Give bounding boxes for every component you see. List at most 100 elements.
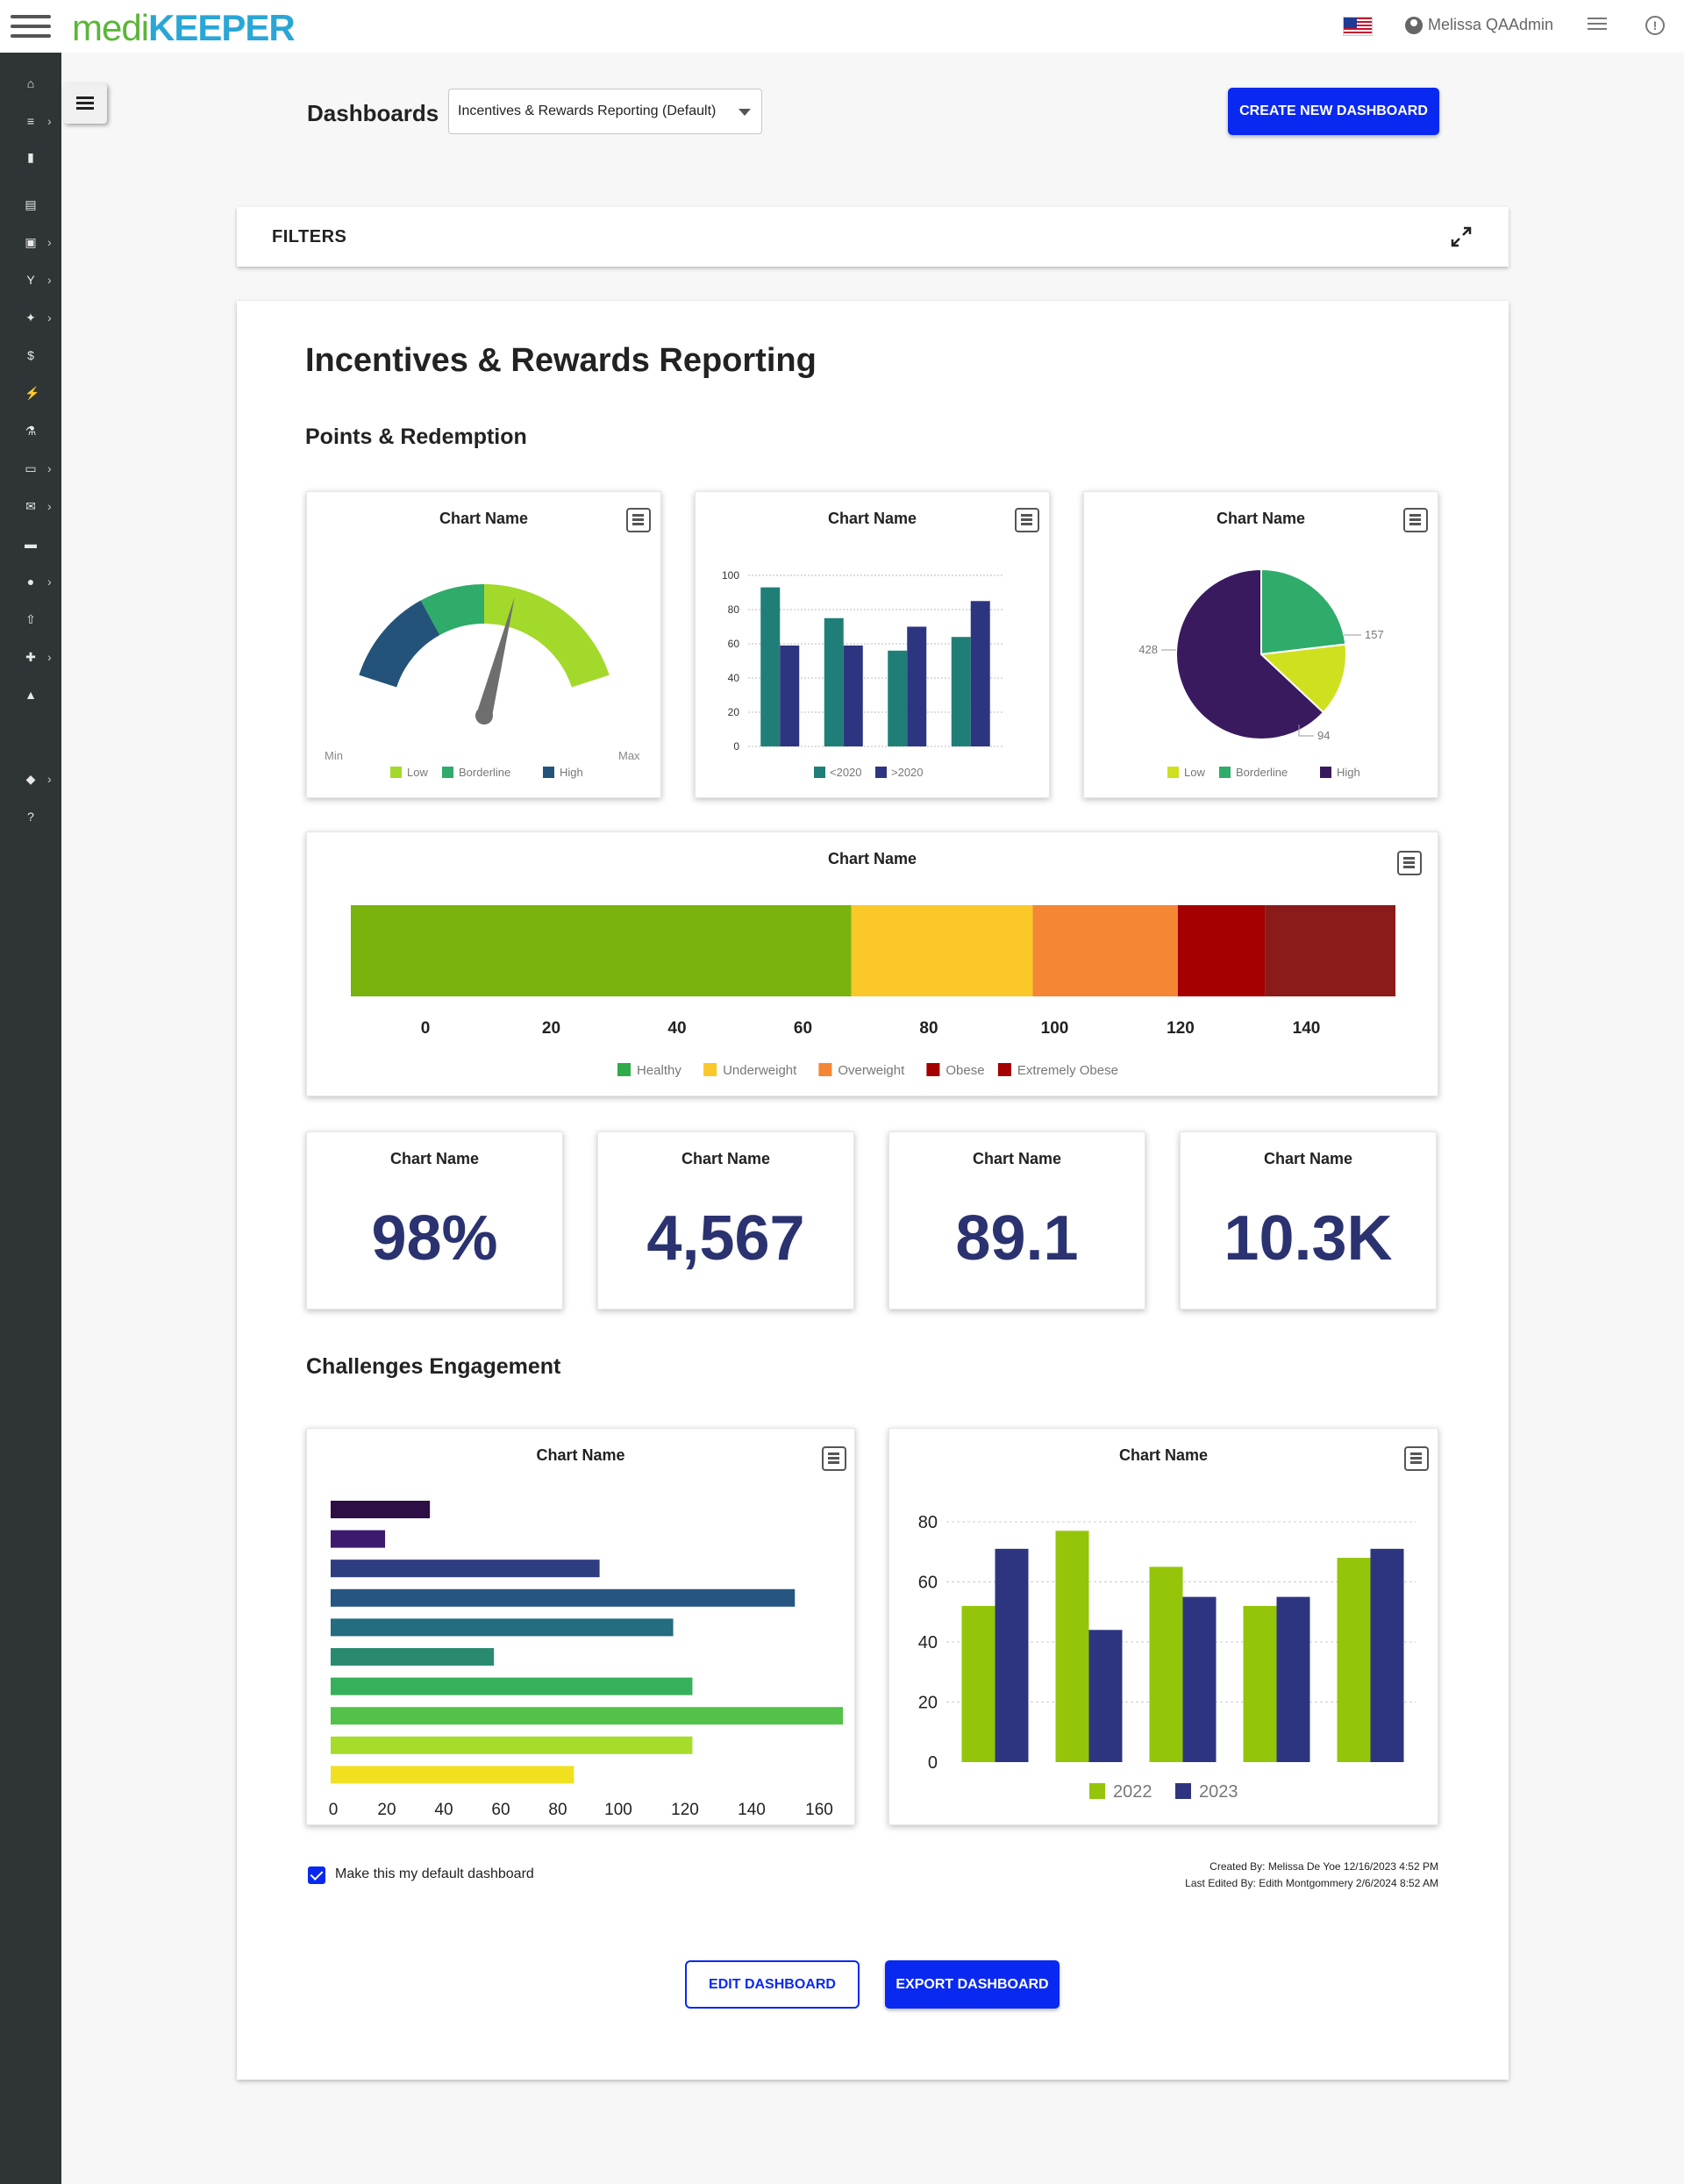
dashboard-select[interactable]: Incentives & Rewards Reporting (Default) xyxy=(448,89,762,134)
chevron-right-icon: › xyxy=(47,499,52,513)
legend-label: Borderline xyxy=(459,766,510,779)
list-icon[interactable] xyxy=(1588,18,1607,33)
sidebar-item[interactable]: ▣ › xyxy=(0,229,61,255)
x-tick-label: 120 xyxy=(671,1801,699,1819)
legend-swatch xyxy=(1167,767,1179,778)
sidebar-item[interactable]: ● › xyxy=(0,568,61,595)
bar-chart-icon: ▮ xyxy=(27,150,34,164)
legend-label: High xyxy=(560,766,583,779)
us-flag-icon[interactable] xyxy=(1343,17,1373,36)
legend-swatch xyxy=(543,767,554,778)
chart-title: Chart Name xyxy=(389,1150,480,1167)
puzzle-icon: ✚ xyxy=(25,650,36,664)
user-name: Melissa QAAdmin xyxy=(1428,16,1554,33)
upload-icon: ⇧ xyxy=(25,612,36,626)
sidebar-item[interactable]: ▮ xyxy=(0,144,61,170)
chevron-right-icon: › xyxy=(47,575,52,589)
sidebar-item[interactable]: ⌂ xyxy=(0,70,61,96)
chevron-right-icon: › xyxy=(47,273,52,287)
default-dashboard-checkbox[interactable] xyxy=(308,1866,325,1884)
legend-swatch xyxy=(1320,767,1331,778)
sidebar-toggle-button[interactable] xyxy=(63,83,107,124)
bar xyxy=(1182,1596,1217,1762)
stacked-bar-chart: 0 20 40 60 80 100 120 140 Healthy Underweight Over… xyxy=(351,905,1395,1078)
chart-menu-icon[interactable] xyxy=(1397,851,1422,875)
sidebar-item[interactable]: ✉ › xyxy=(0,493,61,519)
bar xyxy=(331,1766,574,1784)
legend-label: Low xyxy=(407,766,428,779)
chart-menu-icon[interactable] xyxy=(626,508,651,532)
sidebar-item[interactable]: ⇧ xyxy=(0,606,61,632)
people-icon: ● xyxy=(26,575,35,589)
sidebar-item[interactable]: ▤ xyxy=(0,191,61,218)
sidebar-item[interactable]: ◆ › xyxy=(0,766,61,792)
bar xyxy=(331,1736,693,1754)
chart-menu-icon[interactable] xyxy=(1404,1446,1429,1471)
export-dashboard-button[interactable]: EXPORT DASHBOARD xyxy=(885,1960,1060,2009)
bar xyxy=(961,1605,995,1762)
legend-swatch xyxy=(1175,1783,1191,1799)
sidebar-item[interactable]: ? xyxy=(0,803,61,830)
legend-swatch xyxy=(442,767,453,778)
sidebar-item[interactable]: ▬ xyxy=(0,531,61,557)
chevron-right-icon: › xyxy=(47,310,52,325)
hamburger-menu-icon[interactable] xyxy=(11,15,51,41)
x-tick-label: 20 xyxy=(542,1019,560,1038)
y-tick-label: 20 xyxy=(728,706,740,718)
bar xyxy=(331,1618,674,1637)
pie-slice xyxy=(1260,567,1347,656)
kpi-card: Chart Name 10.3K xyxy=(1180,1131,1437,1310)
stacked-bar-chart-card: Chart Name 0 20 40 60 80 100 120 140 Healthy Unde… xyxy=(306,831,1438,1096)
sidebar-item[interactable]: ✚ › xyxy=(0,644,61,670)
x-tick-label: 40 xyxy=(434,1801,453,1819)
bar xyxy=(1337,1558,1371,1762)
x-tick-label: 100 xyxy=(1041,1019,1069,1038)
legend-label: >2020 xyxy=(891,766,924,779)
chart-menu-icon[interactable] xyxy=(822,1446,846,1471)
home-icon: ⌂ xyxy=(26,76,35,90)
legend-swatch xyxy=(1089,1783,1105,1799)
kpi-card: Chart Name 4,567 xyxy=(597,1131,854,1310)
y-tick-label: 80 xyxy=(918,1513,938,1532)
bar xyxy=(331,1648,495,1666)
bar-chart: 0 20 40 60 80 2022 2023 xyxy=(918,1513,1416,1802)
horizontal-bar-chart: 0 20 40 60 80 100 120 140 160 xyxy=(329,1501,843,1819)
expand-icon[interactable] xyxy=(1449,225,1474,249)
chevron-right-icon: › xyxy=(47,235,52,249)
sidebar-item[interactable]: $ xyxy=(0,342,61,368)
sidebar-item[interactable]: ▭ › xyxy=(0,455,61,482)
sidebar-item[interactable]: Y › xyxy=(0,267,61,293)
top-bar: mediKEEPER Melissa QAAdmin ! xyxy=(0,0,1684,53)
chevron-right-icon: › xyxy=(47,772,52,786)
logo[interactable]: mediKEEPER xyxy=(72,7,296,48)
filters-panel[interactable]: FILTERS xyxy=(237,207,1509,267)
sidebar-item[interactable]: ⚗ xyxy=(0,418,61,444)
y-tick-label: 0 xyxy=(733,740,739,753)
user-menu[interactable]: Melissa QAAdmin xyxy=(1405,16,1553,34)
bar xyxy=(1276,1596,1310,1762)
gauge-band xyxy=(420,584,484,635)
legend-swatch xyxy=(703,1063,717,1076)
x-tick-label: 60 xyxy=(794,1019,812,1038)
sidebar: ⌂ ≡ › ▮ ▤ ▣ › Y › ✦ › $ ⚡ ⚗ ▭ › ✉ › ▬ ● › ⇧ ✚ › ▲ ◆ ›? xyxy=(0,53,61,2184)
legend-swatch xyxy=(875,767,887,778)
chart-menu-icon[interactable] xyxy=(1403,508,1428,532)
shield-icon: ◆ xyxy=(25,772,36,786)
edit-dashboard-button[interactable]: EDIT DASHBOARD xyxy=(685,1960,860,2009)
page-title: Incentives & Rewards Reporting xyxy=(305,342,817,379)
horizontal-bar-chart-card: Chart Name 0 20 40 60 80 100 120 140 160 xyxy=(306,1428,855,1825)
chart-menu-icon[interactable] xyxy=(1015,508,1039,532)
sidebar-item[interactable]: ✦ › xyxy=(0,304,61,331)
bar xyxy=(995,1548,1029,1762)
alert-icon[interactable]: ! xyxy=(1645,16,1665,35)
sidebar-item[interactable]: ▲ xyxy=(0,682,61,708)
legend-label: High xyxy=(1337,766,1360,779)
bar xyxy=(331,1707,843,1725)
sidebar-item[interactable]: ⚡ xyxy=(0,380,61,406)
create-new-dashboard-button[interactable]: CREATE NEW DASHBOARD xyxy=(1228,88,1439,135)
bar xyxy=(824,617,844,746)
legend-swatch xyxy=(1219,767,1231,778)
last-edited-text: Last Edited By: Edith Montgommery 2/6/20… xyxy=(1185,1877,1438,1889)
legend-label: Extremely Obese xyxy=(1017,1063,1118,1078)
sidebar-item[interactable]: ≡ › xyxy=(0,108,61,134)
